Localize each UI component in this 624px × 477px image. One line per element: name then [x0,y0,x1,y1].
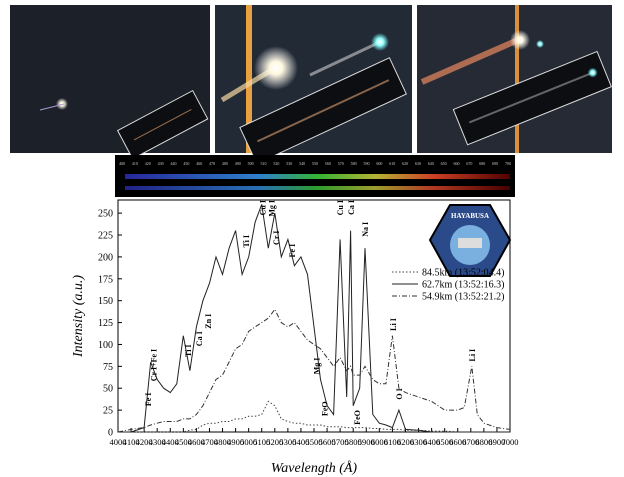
photo [215,5,412,164]
strip-tick-label: 690 [492,161,498,166]
strip-tick-label: 700 [505,161,511,166]
y-tick-label: 75 [103,362,113,373]
legend-label: 54.9km (13:52:21.2) [422,292,505,303]
strip-tick-label: 460 [196,161,202,166]
strip-tick-label: 610 [389,161,395,166]
peak-label: Li I [468,349,477,362]
peak-label: O I [395,388,404,399]
figure: HAYABUSA Wavelength (Å) Intensity (a.u.)… [0,0,624,477]
x-tick-label: 7000 [502,437,519,447]
peak-label: Cu I [336,200,345,215]
peak-label: Mg I [268,200,277,217]
strip-tick-label: 590 [363,161,369,166]
y-tick-label: 100 [98,340,113,351]
peak-label: Zn I [204,314,213,329]
strip-tick-label: 410 [132,161,138,166]
strip-tick-label: 480 [222,161,228,166]
peak-label: Mg I [313,358,322,375]
peak-label: Ca I [195,331,204,346]
strip-tick-label: 490 [235,161,241,166]
strip-tick-label: 420 [145,161,151,166]
strip-tick-label: 550 [312,161,318,166]
peak-label: FeO [320,401,329,416]
strip-tick-label: 630 [415,161,421,166]
strip-tick-label: 510 [261,161,267,166]
logo-text: HAYABUSA [451,212,489,220]
strip-tick-label: 540 [299,161,305,166]
strip-tick-label: 560 [325,161,331,166]
strip-tick-label: 500 [248,161,254,166]
legend-label: 62.7km (13:52:16.3) [422,280,505,291]
strip-tick-label: 660 [454,161,460,166]
peak-label: Na I [361,222,370,237]
y-tick-label: 0 [108,428,113,439]
photo [417,5,612,153]
peak-label: Ti I [184,344,193,357]
strip-tick-label: 670 [466,161,472,166]
strip-tick-label: 650 [441,161,447,166]
peak-label: Cu I [258,200,267,215]
strip-tick-label: 620 [402,161,408,166]
strip-tick-label: 450 [183,161,189,166]
strip-tick-label: 530 [286,161,292,166]
chart: HAYABUSA Wavelength (Å) Intensity (a.u.)… [0,0,624,477]
peak-label: Cr I [272,231,281,245]
strip-tick-label: 570 [338,161,344,166]
strip-tick-label: 470 [209,161,215,166]
strip-tick-label: 580 [351,161,357,166]
peak-label: Ti I [242,235,251,248]
strip-tick-label: 400 [119,161,125,166]
y-tick-label: 175 [98,274,113,285]
peak-label: Ca I [347,200,356,215]
strip-tick-label: 640 [428,161,434,166]
strip-tick-label: 440 [170,161,176,166]
peak-label: Cr I+Fe I [149,349,158,381]
y-tick-label: 250 [98,209,113,220]
series-line [118,401,510,432]
y-tick-label: 150 [98,296,113,307]
logo: HAYABUSA [430,205,510,276]
y-axis-label: Intensity (a.u.) [71,275,86,358]
strip-tick-label: 680 [479,161,485,166]
peak-label: Fe I [144,393,153,407]
legend-label: 84.5km (13:52:04.4) [422,268,505,279]
peak-label: Li I [389,318,398,331]
strip-tick-label: 430 [158,161,164,166]
y-tick-label: 50 [103,384,113,395]
y-tick-label: 200 [98,252,113,263]
peak-label: FeO [353,410,362,425]
peak-label: Fe I [288,244,297,258]
strip-tick-label: 520 [273,161,279,166]
photo [10,5,210,159]
strip-tick-label: 600 [376,161,382,166]
x-axis-label: Wavelength (Å) [271,460,358,476]
y-tick-label: 125 [98,318,113,329]
y-tick-label: 225 [98,231,113,242]
y-tick-label: 25 [103,406,113,417]
